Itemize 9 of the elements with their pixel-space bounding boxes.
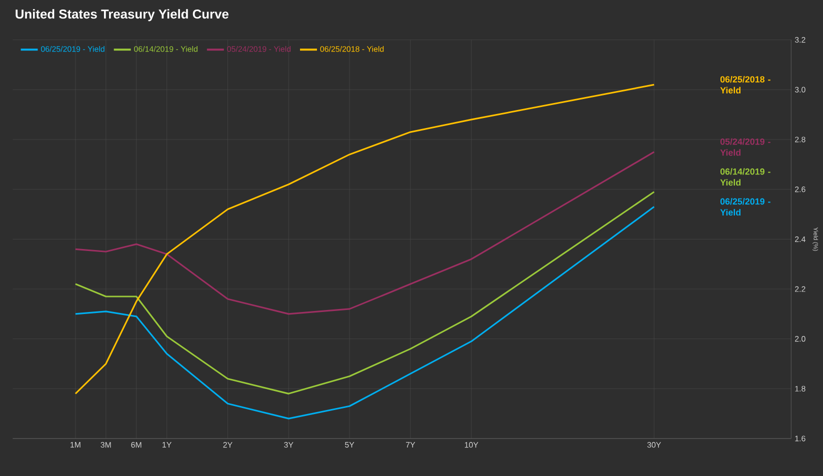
line-series xyxy=(74,84,655,394)
text: 05/24/2019 - Yield xyxy=(720,138,770,156)
text: 06/25/2018 - Yield xyxy=(720,76,770,94)
chart-title: United States Treasury Yield Curve xyxy=(16,8,228,21)
text: 06/25/2019 - Yield xyxy=(720,198,770,216)
text: 06/14/2019 - Yield xyxy=(720,168,770,186)
line-series xyxy=(74,190,655,394)
line-series xyxy=(74,150,655,315)
line-series xyxy=(74,206,655,420)
